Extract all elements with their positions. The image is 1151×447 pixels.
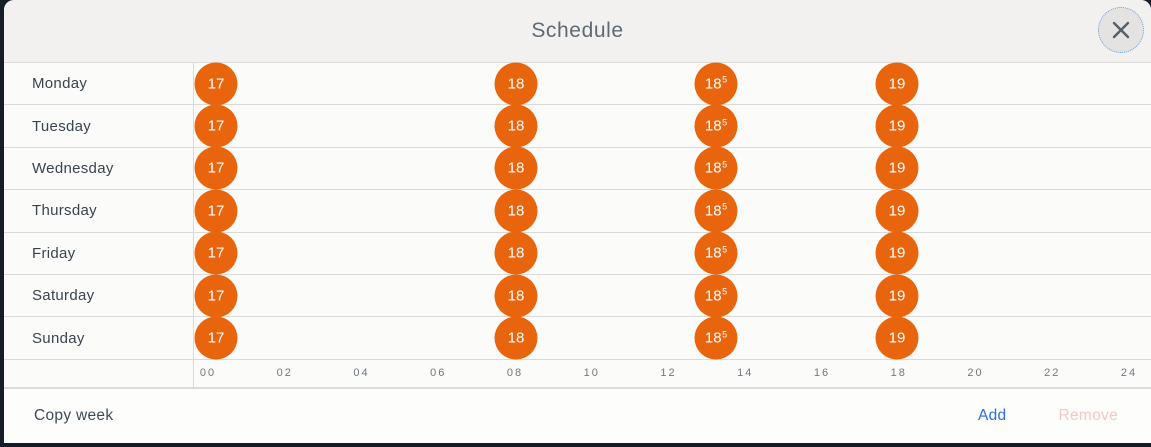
setpoint-badge[interactable]: 17 — [194, 231, 238, 275]
setpoint-badge[interactable]: 17 — [194, 146, 238, 190]
setpoint-badge[interactable]: 19 — [875, 316, 919, 360]
axis-tick-label: 18 — [890, 367, 907, 380]
setpoint-badge[interactable]: 18 — [494, 62, 538, 106]
day-timeline[interactable]: 17 18 18 5 19 — [194, 62, 1151, 106]
setpoint-badge[interactable]: 19 — [875, 274, 919, 318]
day-timeline[interactable]: 17 18 18 5 19 — [194, 104, 1151, 148]
axis-tick-label: 10 — [583, 367, 600, 380]
add-button[interactable]: Add — [977, 406, 1007, 424]
setpoint-badge[interactable]: 18 — [494, 146, 538, 190]
day-row: Sunday 17 18 18 5 19 — [4, 316, 1151, 360]
modal-footer: Copy week Add Remove — [4, 388, 1151, 443]
setpoint-badge[interactable]: 18 — [494, 274, 538, 318]
setpoint-badge[interactable]: 18 — [494, 231, 538, 275]
modal-title: Schedule — [531, 19, 624, 42]
axis-tick-label: 02 — [276, 367, 293, 380]
copy-week-button[interactable]: Copy week — [34, 406, 114, 424]
setpoint-badge[interactable]: 18 — [494, 316, 538, 360]
day-label: Saturday — [4, 274, 194, 317]
setpoint-badge[interactable]: 18 5 — [694, 316, 738, 360]
setpoint-badge[interactable]: 19 — [875, 146, 919, 190]
axis-tick-label: 00 — [199, 367, 217, 380]
axis-spacer — [4, 359, 194, 387]
day-rows-container: Monday 17 18 18 5 19 Tuesday 17 18 18 5 19… — [4, 62, 1151, 360]
footer-actions: Add Remove — [978, 407, 1118, 425]
modal-header: Schedule — [4, 0, 1151, 63]
day-timeline[interactable]: 17 18 18 5 19 — [194, 231, 1151, 275]
day-row: Wednesday 17 18 18 5 19 — [4, 146, 1151, 191]
schedule-grid: Monday 17 18 18 5 19 Tuesday 17 18 18 5 19… — [4, 62, 1151, 389]
setpoint-badge[interactable]: 18 — [494, 189, 538, 233]
axis-tick-label: 20 — [967, 367, 984, 380]
setpoint-badge[interactable]: 17 — [194, 274, 238, 318]
setpoint-badge[interactable]: 19 — [875, 62, 919, 106]
day-timeline[interactable]: 17 18 18 5 19 — [194, 316, 1151, 360]
day-row: Tuesday 17 18 18 5 19 — [4, 104, 1151, 148]
setpoint-badge[interactable]: 17 — [194, 104, 238, 148]
setpoint-badge[interactable]: 17 — [194, 316, 238, 360]
setpoint-badge[interactable]: 19 — [875, 104, 919, 148]
setpoint-badge[interactable]: 17 — [194, 189, 238, 233]
close-icon — [1110, 19, 1132, 41]
day-row: Saturday 17 18 18 5 19 — [4, 274, 1151, 318]
day-timeline[interactable]: 17 18 18 5 19 — [194, 189, 1151, 233]
day-timeline[interactable]: 17 18 18 5 19 — [194, 146, 1151, 190]
day-row: Monday 17 18 18 5 19 — [4, 62, 1151, 106]
setpoint-badge[interactable]: 19 — [875, 189, 919, 233]
schedule-modal: Schedule Monday 17 18 18 5 19 Tuesday 17 … — [4, 0, 1151, 443]
axis-tick-label: 08 — [506, 367, 524, 380]
day-label: Friday — [4, 232, 194, 274]
setpoint-badge[interactable]: 18 5 — [694, 274, 738, 318]
setpoint-badge[interactable]: 17 — [194, 62, 238, 106]
axis-tick-label: 16 — [813, 367, 831, 380]
setpoint-badge[interactable]: 18 5 — [694, 62, 738, 106]
time-axis: 00 02 04 06 08 10 12 14 16 18 20 22 24 — [194, 360, 1151, 387]
setpoint-badge[interactable]: 19 — [875, 231, 919, 275]
day-row: Thursday 17 18 18 5 19 — [4, 189, 1151, 233]
remove-button[interactable]: Remove — [1058, 406, 1118, 424]
axis-tick-label: 24 — [1120, 367, 1138, 380]
day-label: Tuesday — [4, 105, 194, 147]
setpoint-badge[interactable]: 18 5 — [694, 231, 738, 275]
time-axis-row: 00 02 04 06 08 10 12 14 16 18 20 22 24 — [4, 359, 1151, 389]
day-label: Wednesday — [4, 147, 194, 190]
close-button[interactable] — [1098, 7, 1144, 53]
day-timeline[interactable]: 17 18 18 5 19 — [194, 274, 1151, 318]
setpoint-badge[interactable]: 18 5 — [694, 146, 738, 190]
day-label: Thursday — [4, 190, 194, 232]
setpoint-badge[interactable]: 18 — [494, 104, 538, 148]
axis-tick-label: 14 — [737, 367, 754, 380]
axis-tick-label: 06 — [430, 367, 447, 380]
axis-tick-label: 22 — [1044, 367, 1061, 380]
setpoint-badge[interactable]: 18 5 — [694, 189, 738, 233]
setpoint-badge[interactable]: 18 5 — [694, 104, 738, 148]
axis-tick-label: 12 — [660, 367, 677, 380]
axis-tick-label: 04 — [353, 367, 370, 380]
day-row: Friday 17 18 18 5 19 — [4, 231, 1151, 275]
day-label: Monday — [4, 63, 194, 105]
day-label: Sunday — [4, 317, 194, 359]
